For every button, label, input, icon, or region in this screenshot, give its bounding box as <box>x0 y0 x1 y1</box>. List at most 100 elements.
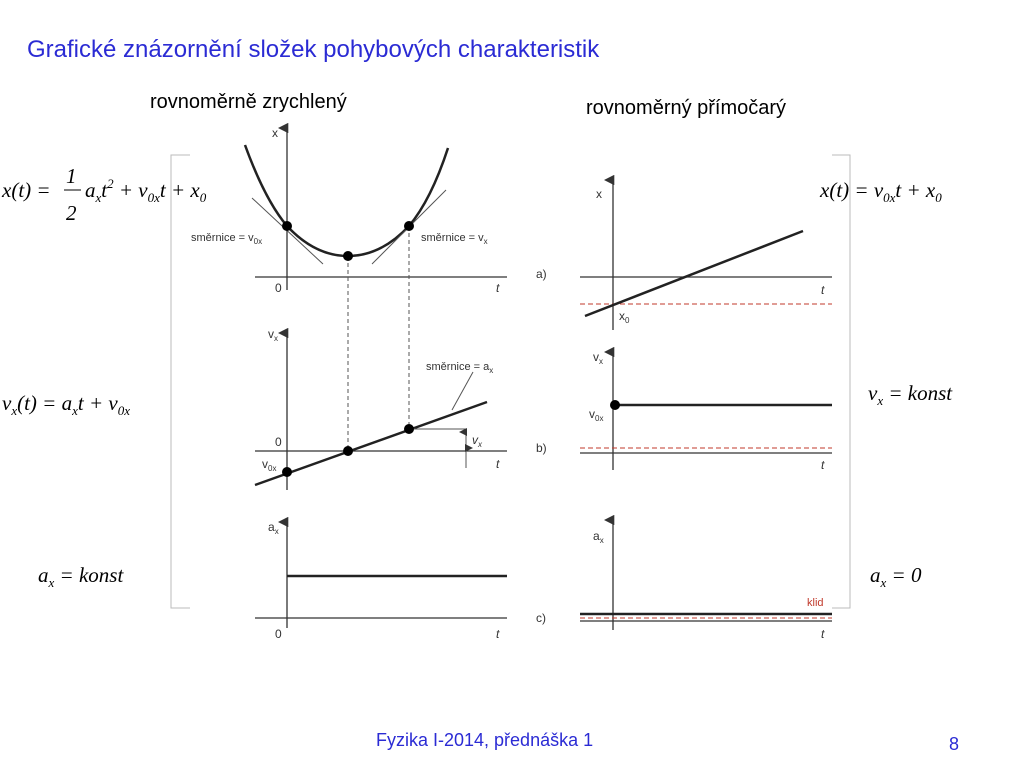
label: x <box>600 536 604 545</box>
label: směrnice = ax <box>426 361 493 375</box>
label: x <box>489 366 493 375</box>
label: 0x <box>268 464 276 473</box>
label: t + x <box>160 178 201 202</box>
label: a <box>593 529 600 543</box>
label: = 0 <box>886 563 922 587</box>
label: v <box>472 433 479 447</box>
label: = konst <box>883 381 953 405</box>
point <box>282 221 292 231</box>
label: = konst <box>54 563 124 587</box>
label: c) <box>536 611 546 625</box>
label: klid <box>807 597 824 609</box>
label: x <box>71 403 78 418</box>
label: 0 <box>200 190 207 205</box>
label: vx <box>268 327 278 343</box>
label: a) <box>536 267 547 281</box>
graph-line <box>254 400 488 487</box>
formula: vx = konst <box>868 381 953 408</box>
label: x <box>596 187 602 201</box>
label: směrnice = v <box>191 232 254 244</box>
point <box>343 446 353 456</box>
label: x(t) = <box>1 178 51 202</box>
label: směrnice = v <box>421 232 484 244</box>
title: Grafické znázornění složek pohybových ch… <box>27 36 600 63</box>
graph-line <box>832 154 851 609</box>
formula: vx(t) = axt + v0x <box>2 391 130 418</box>
page-number: 8 <box>949 734 959 754</box>
label: 2 <box>107 176 114 191</box>
label: 0 <box>935 190 942 205</box>
formula: ax = 0 <box>870 563 922 590</box>
formula: ax = konst <box>38 563 124 590</box>
point <box>282 467 292 477</box>
label: x <box>619 309 625 323</box>
label: v <box>262 457 268 471</box>
label: 0x <box>883 190 896 205</box>
label: x(t) = v <box>819 178 884 202</box>
label: x <box>599 357 603 366</box>
label: a <box>870 563 881 587</box>
label: 0x <box>118 403 131 418</box>
label: t + v <box>78 391 119 415</box>
label: v <box>589 407 595 421</box>
graph-line <box>451 371 474 411</box>
formula: x(t) = <box>1 178 51 202</box>
label: v0x <box>589 407 603 423</box>
label: x <box>484 237 488 246</box>
label: 0 <box>275 627 282 641</box>
label: (t) = a <box>17 391 72 415</box>
label: vx <box>472 433 483 449</box>
graph-line <box>251 197 324 265</box>
formula: axt2 + v0xt + x0 <box>85 176 207 205</box>
label: x <box>272 126 278 140</box>
label: 0 <box>275 281 282 295</box>
label: x <box>95 190 102 205</box>
graph-line <box>243 144 450 258</box>
footer: Fyzika I-2014, přednáška 1 <box>376 730 593 750</box>
label: t <box>496 281 500 295</box>
label: vx <box>593 350 603 366</box>
label: t <box>496 457 500 471</box>
label: x <box>275 527 279 536</box>
label: směrnice = v0x <box>191 232 262 246</box>
label: x <box>48 575 55 590</box>
point <box>404 424 414 434</box>
label: 1 <box>66 164 77 188</box>
label: směrnice = vx <box>421 232 488 246</box>
label: t <box>496 627 500 641</box>
graph-line <box>584 229 804 318</box>
heading: rovnoměrný přímočarý <box>586 97 786 119</box>
heading: rovnoměrně zrychlený <box>150 91 347 113</box>
label: v <box>268 327 274 341</box>
label: x <box>10 403 17 418</box>
label: 2 <box>66 201 77 225</box>
label: + v <box>114 178 149 202</box>
point <box>343 251 353 261</box>
label: t <box>101 178 108 202</box>
label: t <box>821 458 825 472</box>
label: a <box>268 520 275 534</box>
point <box>610 400 620 410</box>
label: v <box>593 350 599 364</box>
label: a <box>38 563 49 587</box>
formula: x(t) = v0xt + x0 <box>819 178 942 205</box>
label: v0x <box>262 457 276 473</box>
label: 0x <box>595 414 603 423</box>
label: ax <box>268 520 279 536</box>
label: t + x <box>895 178 936 202</box>
label: x <box>274 334 278 343</box>
point <box>404 221 414 231</box>
label: x0 <box>619 309 630 325</box>
label: 0 <box>275 435 282 449</box>
formula: 1 <box>66 164 77 188</box>
label: v <box>2 391 12 415</box>
formula: 2 <box>66 201 77 225</box>
label: ax <box>593 529 604 545</box>
label: 0 <box>625 316 630 325</box>
label: směrnice = a <box>426 361 490 373</box>
label: t <box>821 627 825 641</box>
label: a <box>85 178 96 202</box>
label: 0x <box>148 190 161 205</box>
label: x <box>880 575 887 590</box>
